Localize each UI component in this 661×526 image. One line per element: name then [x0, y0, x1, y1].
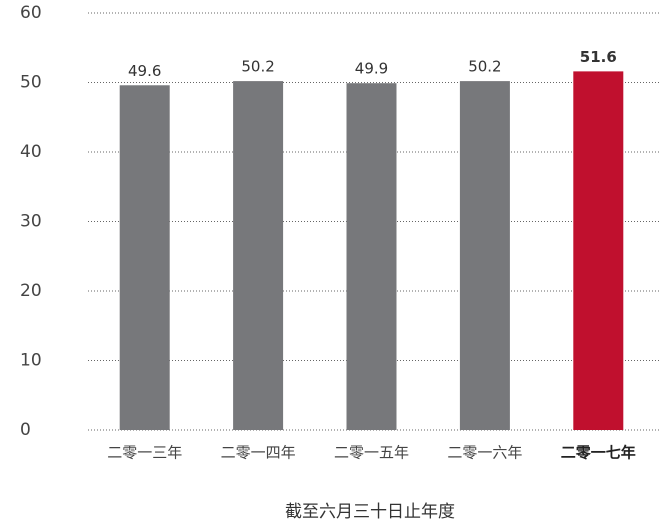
y-tick-label: 0	[20, 420, 31, 440]
y-tick-label: 60	[20, 3, 42, 23]
bar	[346, 83, 397, 430]
y-tick-label: 50	[20, 73, 42, 93]
x-tick-label: 二零一七年	[561, 444, 636, 462]
y-tick-label: 30	[20, 212, 42, 232]
value-label: 49.9	[355, 60, 388, 78]
bar	[573, 71, 624, 430]
y-tick-label: 20	[20, 281, 42, 301]
y-tick-label: 10	[20, 351, 42, 371]
x-tick-label: 二零一四年	[221, 444, 296, 462]
x-tick-label: 二零一三年	[107, 444, 182, 462]
value-label: 50.2	[468, 58, 501, 76]
x-tick-label: 二零一六年	[447, 444, 522, 462]
bar	[119, 85, 170, 430]
bar	[459, 81, 510, 431]
value-label: 49.6	[128, 62, 161, 80]
bar	[233, 81, 284, 431]
value-label: 51.6	[580, 48, 617, 66]
value-label: 50.2	[241, 58, 274, 76]
x-axis-title: 截至六月三十日止年度	[285, 502, 455, 522]
x-tick-label: 二零一五年	[334, 444, 409, 462]
y-tick-label: 40	[20, 142, 42, 162]
